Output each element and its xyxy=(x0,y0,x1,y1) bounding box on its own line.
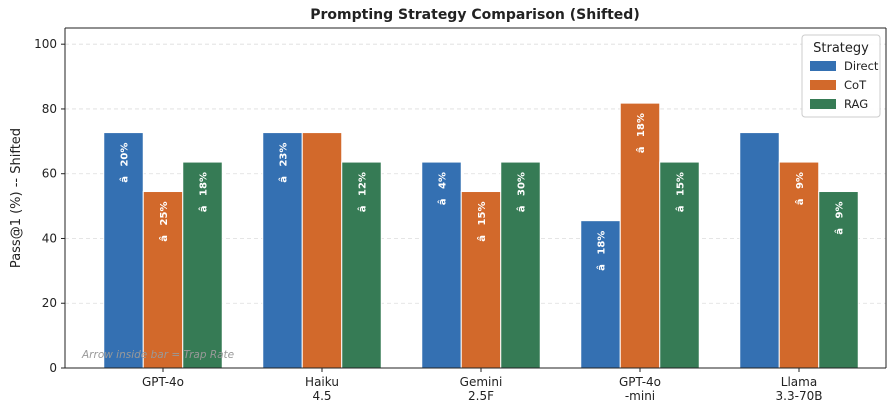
legend-label: RAG xyxy=(844,97,868,111)
legend-label: CoT xyxy=(844,78,867,92)
trap-label: â 30% xyxy=(516,172,528,212)
x-tick-label: GPT-4o -mini xyxy=(619,375,661,403)
y-axis-label: Pass@1 (%) -- Shifted xyxy=(9,128,24,268)
trap-label: â 20% xyxy=(119,143,131,183)
trap-label: â 18% xyxy=(198,172,210,212)
legend-title: Strategy xyxy=(813,41,869,56)
x-tick-label: GPT-4o xyxy=(142,375,184,389)
x-tick-label: Llama 3.3-70B xyxy=(776,375,823,403)
x-tick-label: Gemini 2.5F xyxy=(460,375,503,403)
trap-label: â 25% xyxy=(158,202,170,242)
bar xyxy=(580,220,621,369)
trap-label: â 9% xyxy=(834,202,846,235)
annotation: Arrow inside bar = Trap Rate xyxy=(81,349,234,361)
bar xyxy=(619,102,661,369)
bar xyxy=(818,191,859,369)
trap-label: â 23% xyxy=(278,143,290,183)
bar xyxy=(262,132,303,369)
bar xyxy=(341,161,382,369)
legend-swatch xyxy=(810,80,836,90)
trap-label: â 9% xyxy=(794,172,806,205)
x-tick-label: Haiku 4.5 xyxy=(305,375,339,403)
trap-label: â 18% xyxy=(635,113,647,153)
trap-label: â 18% xyxy=(596,231,608,271)
bar xyxy=(659,161,700,369)
bar xyxy=(739,132,780,369)
bar xyxy=(460,191,502,369)
y-tick-label: 0 xyxy=(49,361,57,375)
trap-label: â 4% xyxy=(437,172,449,205)
trap-label: â 15% xyxy=(675,172,687,212)
legend-swatch xyxy=(810,61,836,71)
y-tick-label: 100 xyxy=(34,37,57,51)
legend-swatch xyxy=(810,99,836,109)
y-tick-label: 80 xyxy=(42,102,57,116)
legend-label: Direct xyxy=(844,59,879,73)
y-tick-label: 40 xyxy=(42,231,57,245)
trap-label: â 12% xyxy=(357,172,369,212)
trap-label: â 15% xyxy=(476,202,488,242)
y-tick-label: 60 xyxy=(42,167,57,181)
y-tick-label: 20 xyxy=(42,296,57,310)
chart-title: Prompting Strategy Comparison (Shifted) xyxy=(310,7,639,23)
bar xyxy=(301,132,343,369)
bar xyxy=(500,161,541,369)
bar xyxy=(421,161,462,369)
legend-box xyxy=(801,34,881,118)
